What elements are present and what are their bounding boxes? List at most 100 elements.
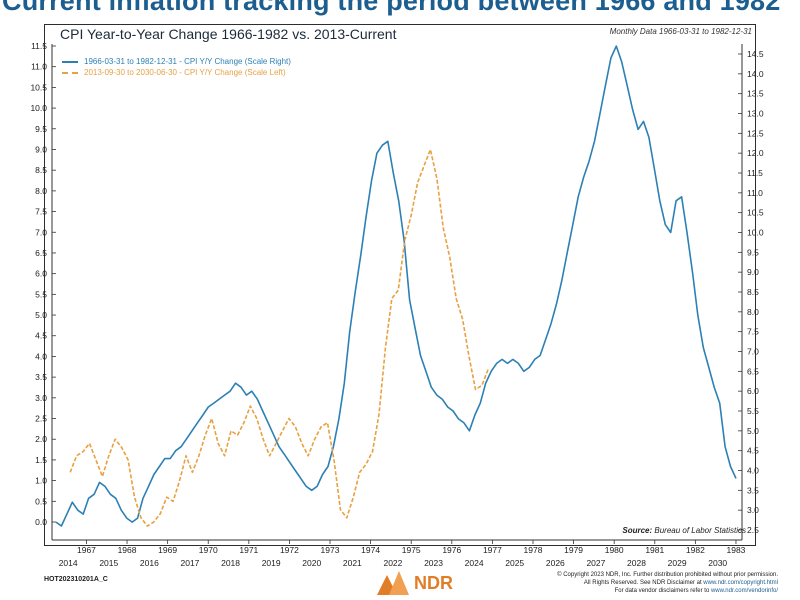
top-axis-tick-label: 1970 xyxy=(199,545,218,555)
headline: Current inflation tracking the period be… xyxy=(2,0,781,16)
vendor-info-link[interactable]: www.ndr.com/vendorinfo/ xyxy=(710,588,778,594)
top-axis-tick-label: 1975 xyxy=(402,545,421,555)
chart-title: CPI Year-to-Year Change 1966-1982 vs. 20… xyxy=(60,26,397,42)
right-axis-tick-label: 13.0 xyxy=(747,109,764,119)
left-axis-tick-label: 1.5 xyxy=(35,455,47,465)
bottom-axis-tick-label: 2025 xyxy=(505,558,524,568)
bottom-axis-tick-label: 2019 xyxy=(262,558,281,568)
top-axis-tick-label: 1981 xyxy=(645,545,664,555)
logo-text: NDR xyxy=(414,572,453,593)
bottom-axis-tick-label: 2020 xyxy=(302,558,321,568)
right-axis-tick-label: 11.0 xyxy=(747,188,763,198)
source-value: Bureau of Labor Statistics xyxy=(654,526,746,535)
series-line-2013-current xyxy=(69,148,490,527)
bottom-axis-tick-label: 2016 xyxy=(140,558,159,568)
right-axis-tick-label: 5.5 xyxy=(747,406,759,416)
top-axis-tick-label: 1976 xyxy=(442,545,461,555)
bottom-axis-tick-label: 2015 xyxy=(99,558,118,568)
left-axis-tick-label: 1.0 xyxy=(35,476,47,486)
copyright-link[interactable]: www.ndr.com/copyright.html xyxy=(703,580,778,586)
disclaimer-line-3-text: For data vendor disclaimers refer to xyxy=(614,588,711,594)
right-axis-tick-label: 9.5 xyxy=(747,247,759,257)
bottom-axis-tick-label: 2018 xyxy=(221,558,240,568)
top-axis-tick-label: 1977 xyxy=(483,545,502,555)
source-label: Source: xyxy=(622,526,653,535)
left-axis-tick-label: 10.0 xyxy=(30,103,47,113)
left-axis-tick-label: 2.5 xyxy=(35,414,47,424)
top-axis-tick-label: 1969 xyxy=(158,545,177,555)
top-axis-tick-label: 1972 xyxy=(280,545,299,555)
right-axis-tick-label: 7.5 xyxy=(747,327,759,337)
legend-label-series1: 1966-03-31 to 1982-12-31 - CPI Y/Y Chang… xyxy=(84,57,291,66)
top-axis-tick-label: 1980 xyxy=(605,545,624,555)
right-axis-tick-label: 14.5 xyxy=(747,49,764,59)
left-axis-tick-label: 10.5 xyxy=(30,82,47,92)
legend-item-series2: 2013-09-30 to 2030-06-30 - CPI Y/Y Chang… xyxy=(62,67,291,78)
legend-item-series1: 1966-03-31 to 1982-12-31 - CPI Y/Y Chang… xyxy=(62,56,291,67)
right-axis-tick-label: 10.0 xyxy=(747,228,764,238)
left-axis-tick-label: 5.0 xyxy=(35,310,47,320)
bottom-axis-tick-label: 2014 xyxy=(59,558,78,568)
chart-panel xyxy=(44,24,756,546)
top-axis-tick-label: 1983 xyxy=(727,545,746,555)
bottom-axis-tick-label: 2022 xyxy=(383,558,402,568)
legend-swatch-solid xyxy=(62,60,78,63)
right-axis-tick-label: 13.5 xyxy=(747,89,764,99)
data-note: Monthly Data 1966-03-31 to 1982-12-31 xyxy=(609,27,752,36)
left-axis-tick-label: 4.0 xyxy=(35,351,47,361)
left-axis-tick-label: 8.0 xyxy=(35,186,47,196)
legend-swatch-dashed xyxy=(62,71,78,74)
disclaimer-line-2: All Rights Reserved. See NDR Disclaimer … xyxy=(557,579,778,587)
left-axis-tick-label: 9.5 xyxy=(35,124,47,134)
left-axis-tick-label: 7.5 xyxy=(35,207,47,217)
right-axis-tick-label: 12.0 xyxy=(747,148,764,158)
source-note: Source: Bureau of Labor Statistics xyxy=(622,526,746,535)
top-axis-tick-label: 1982 xyxy=(686,545,705,555)
top-axis-tick-label: 1968 xyxy=(118,545,137,555)
bottom-axis-tick-label: 2017 xyxy=(181,558,200,568)
left-axis-tick-label: 2.0 xyxy=(35,434,47,444)
left-axis-tick-label: 6.0 xyxy=(35,269,47,279)
left-axis-tick-label: 9.0 xyxy=(35,144,47,154)
right-axis-tick-label: 4.0 xyxy=(747,466,759,476)
right-axis-tick-label: 9.0 xyxy=(747,267,759,277)
disclaimer-line-1: © Copyright 2023 NDR, Inc. Further distr… xyxy=(557,572,778,578)
right-axis-tick-label: 10.5 xyxy=(747,208,764,218)
right-axis-tick-label: 8.5 xyxy=(747,287,759,297)
right-axis-tick-label: 3.0 xyxy=(747,505,759,515)
right-axis-tick-label: 14.0 xyxy=(747,69,764,79)
left-axis-tick-label: 7.0 xyxy=(35,227,47,237)
left-axis-tick-label: 4.5 xyxy=(35,331,47,341)
ndr-logo: NDR xyxy=(375,569,453,597)
series-line-1966-1982 xyxy=(55,45,737,527)
right-axis-tick-label: 7.0 xyxy=(747,347,759,357)
disclaimer-line-3: For data vendor disclaimers refer to www… xyxy=(557,587,778,595)
right-axis-tick-label: 11.5 xyxy=(747,168,763,178)
left-axis-tick-label: 11.5 xyxy=(31,41,47,51)
bottom-axis-tick-label: 2030 xyxy=(708,558,727,568)
right-axis-tick-label: 3.5 xyxy=(747,485,759,495)
right-axis-tick-label: 6.0 xyxy=(747,386,759,396)
top-axis-tick-label: 1979 xyxy=(564,545,583,555)
bottom-axis-tick-label: 2029 xyxy=(668,558,687,568)
legend: 1966-03-31 to 1982-12-31 - CPI Y/Y Chang… xyxy=(62,56,291,78)
left-axis-tick-label: 6.5 xyxy=(35,248,47,258)
top-axis-tick-label: 1967 xyxy=(77,545,96,555)
left-axis-tick-label: 5.5 xyxy=(35,289,47,299)
top-axis-tick-label: 1974 xyxy=(361,545,380,555)
top-axis-tick-label: 1978 xyxy=(524,545,543,555)
ndr-logo-icon xyxy=(377,571,409,595)
left-axis-tick-label: 11.0 xyxy=(31,62,47,72)
bottom-axis-tick-label: 2027 xyxy=(586,558,605,568)
right-axis-tick-label: 2.5 xyxy=(747,525,759,535)
right-axis-tick-label: 6.5 xyxy=(747,366,759,376)
bottom-axis-tick-label: 2021 xyxy=(343,558,362,568)
bottom-axis-tick-label: 2023 xyxy=(424,558,443,568)
bottom-axis-tick-label: 2026 xyxy=(546,558,565,568)
bottom-axis-tick-label: 2028 xyxy=(627,558,646,568)
legend-label-series2: 2013-09-30 to 2030-06-30 - CPI Y/Y Chang… xyxy=(84,68,286,77)
left-axis-tick-label: 3.5 xyxy=(35,372,47,382)
chart-code: HOT202310201A_C xyxy=(44,576,108,583)
disclaimer-line-2-text: All Rights Reserved. See NDR Disclaimer … xyxy=(583,580,704,586)
